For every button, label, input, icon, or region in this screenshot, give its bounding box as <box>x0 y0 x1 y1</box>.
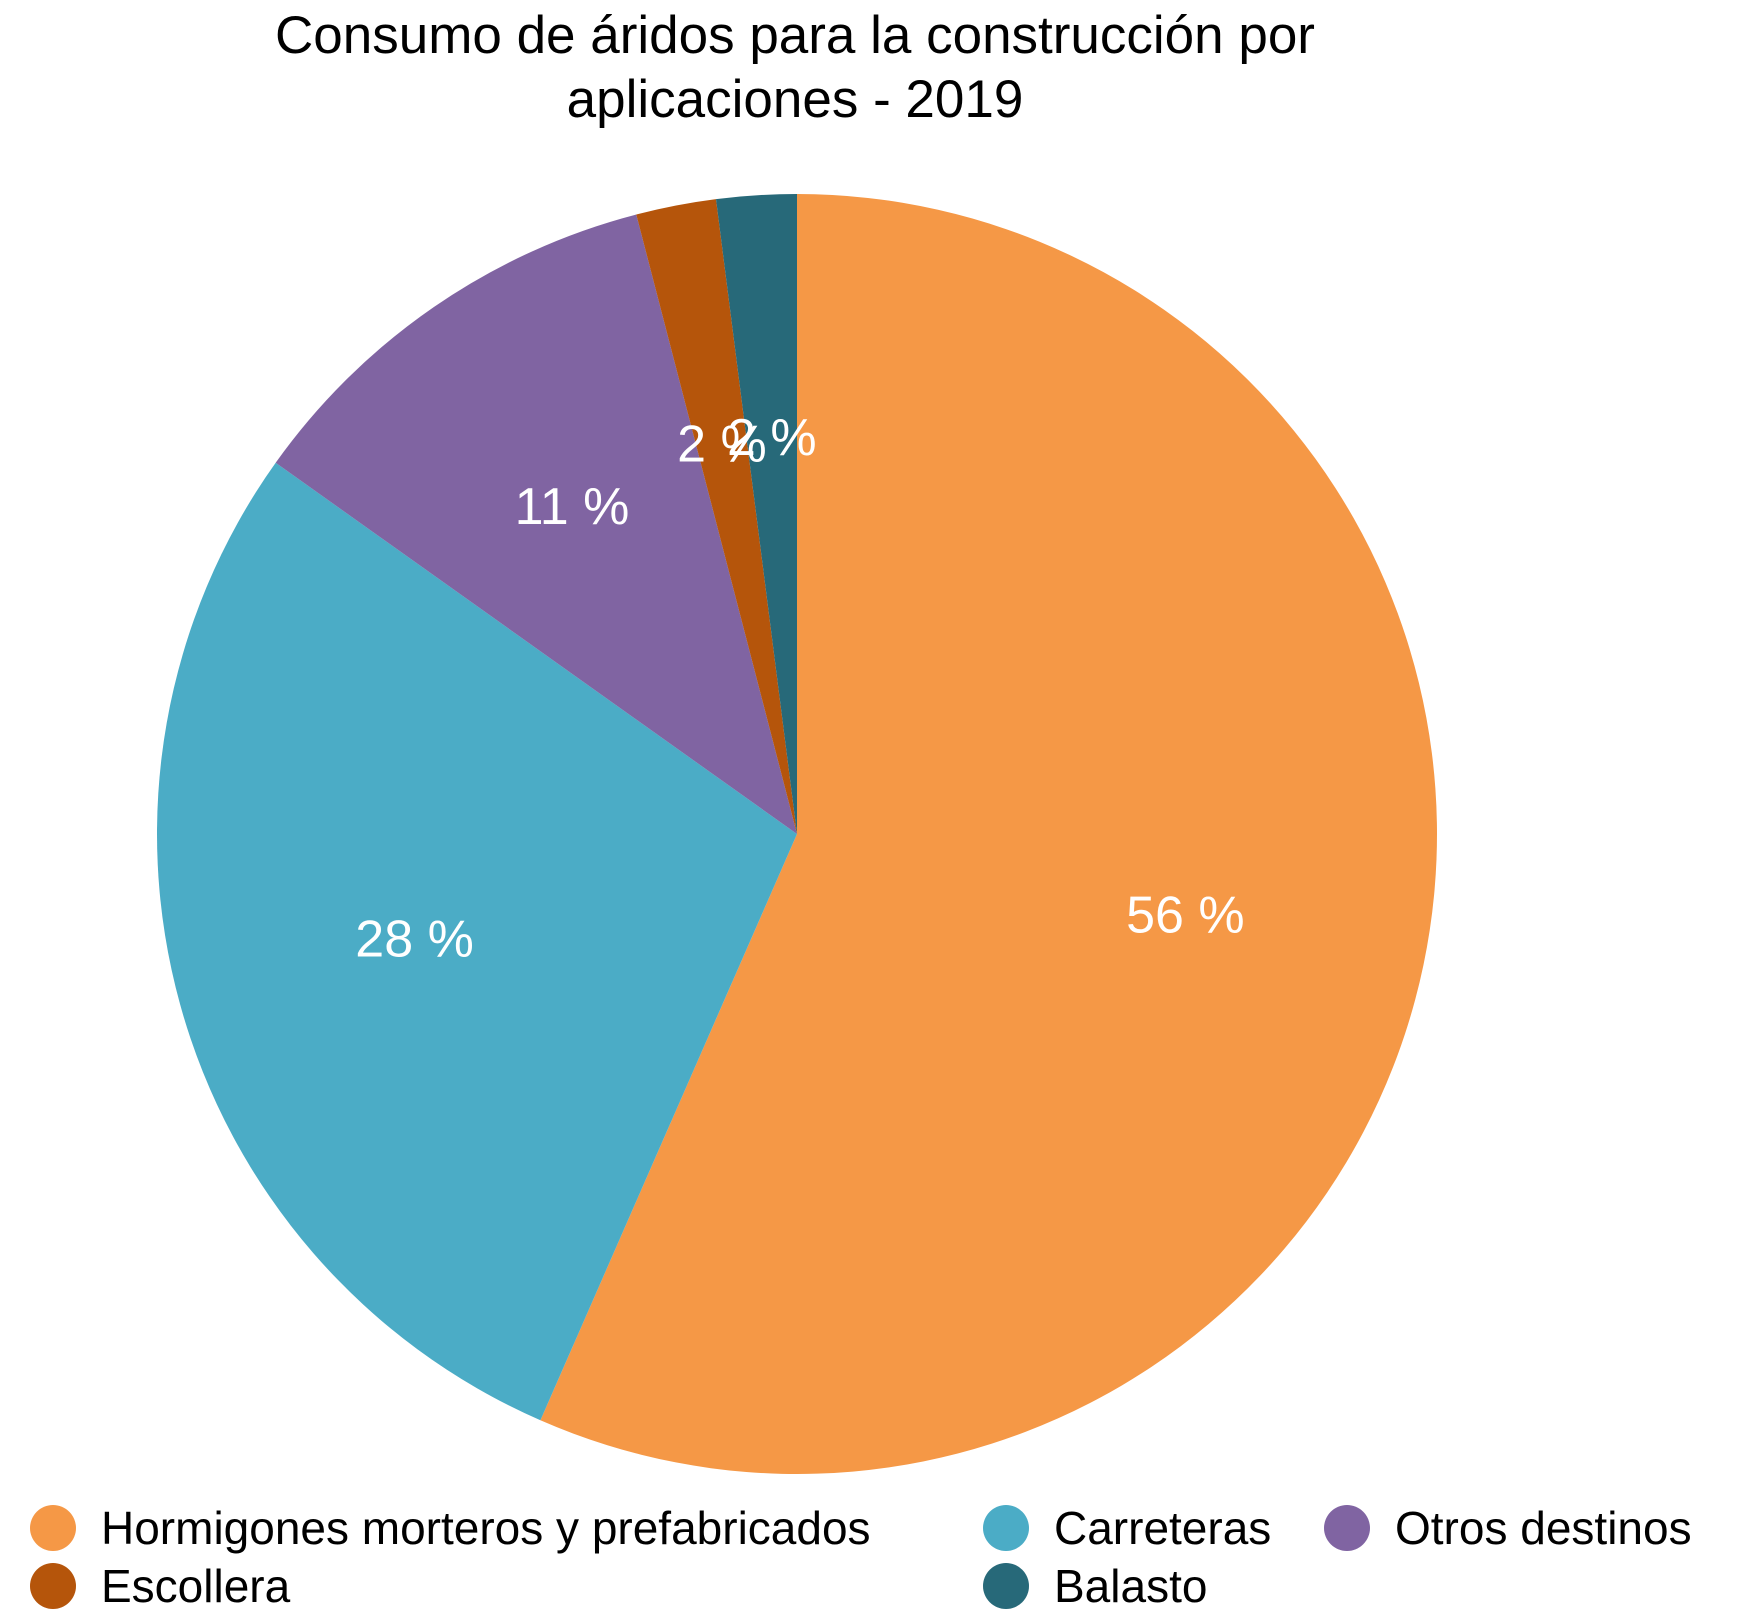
legend-label-otros-destinos: Otros destinos <box>1395 1502 1692 1554</box>
legend-label-hormigones: Hormigones morteros y prefabricados <box>101 1502 871 1554</box>
chart-title: Consumo de áridos para la construcción p… <box>0 4 1590 132</box>
chart-title-line-1: Consumo de áridos para la construcción p… <box>275 6 1315 65</box>
legend-swatch-escollera <box>30 1563 76 1609</box>
legend-label-escollera: Escollera <box>101 1560 291 1612</box>
legend: Hormigones morteros y prefabricados Carr… <box>30 1500 1750 1624</box>
legend-label-balasto: Balasto <box>1054 1560 1208 1612</box>
pie-slice-carreteras <box>156 462 797 1421</box>
data-label-otros: 11 % <box>515 478 630 536</box>
pie-slice-otros <box>275 214 797 835</box>
chart-title-line-2: aplicaciones - 2019 <box>566 70 1024 129</box>
data-label-hormigones: 56 % <box>1126 886 1245 944</box>
legend-swatch-hormigones <box>30 1505 76 1551</box>
data-label-balasto: 2 % <box>727 409 817 467</box>
data-label-carreteras: 28 % <box>355 911 474 969</box>
legend-item-escollera: Escollera <box>30 1558 290 1614</box>
legend-item-hormigones: Hormigones morteros y prefabricados <box>30 1500 871 1556</box>
legend-swatch-otros-destinos <box>1324 1505 1370 1551</box>
legend-swatch-balasto <box>983 1563 1029 1609</box>
legend-item-carreteras: Carreteras <box>983 1500 1271 1556</box>
legend-swatch-carreteras <box>983 1505 1029 1551</box>
pie-slice-hormigones <box>540 194 1437 1474</box>
legend-label-carreteras: Carreteras <box>1054 1502 1272 1554</box>
data-label-escollera: 2 % <box>677 415 767 473</box>
pie-chart: 56 % 28 % 11 % 2 %2 % <box>156 194 1437 1474</box>
pie-slice-balasto <box>715 194 797 834</box>
pie-slice-escollera <box>636 199 797 834</box>
legend-item-balasto: Balasto <box>983 1558 1207 1614</box>
legend-item-otros-destinos: Otros destinos <box>1324 1500 1692 1556</box>
